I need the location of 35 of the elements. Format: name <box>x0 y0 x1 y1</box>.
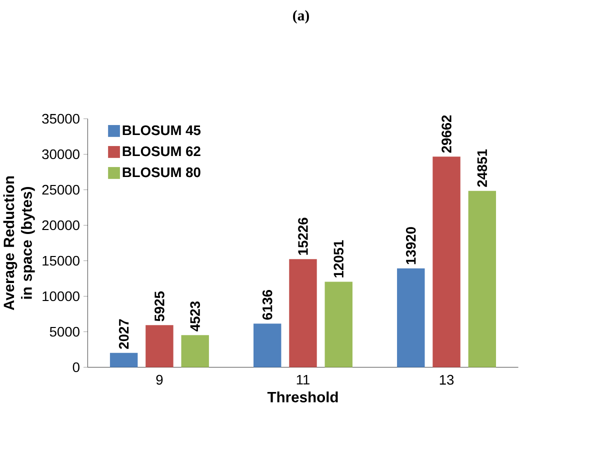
x-tick-label: 11 <box>296 374 310 384</box>
bar <box>110 352 138 368</box>
y-tick-label: 25000 <box>42 184 80 194</box>
y-axis-title: Average Reduction in space (bytes) <box>3 176 35 310</box>
legend-label: BLOSUM 80 <box>122 167 200 177</box>
legend-label: BLOSUM 62 <box>122 146 200 156</box>
x-tick-label: 13 <box>440 374 454 385</box>
data-label: 29662 <box>442 115 452 153</box>
y-tick-label: 30000 <box>42 149 80 159</box>
bar <box>289 258 317 368</box>
y-tick-label: 35000 <box>42 114 80 124</box>
data-label: 12051 <box>334 240 344 278</box>
data-label: 24851 <box>477 149 488 187</box>
data-label: 2027 <box>118 319 129 349</box>
bar <box>146 324 174 368</box>
bar <box>468 190 496 368</box>
data-label: 6136 <box>262 290 272 320</box>
bar <box>324 281 352 368</box>
y-tick-label: 20000 <box>42 220 80 230</box>
data-label: 4523 <box>190 301 200 332</box>
y-tick-label: 5000 <box>50 326 80 336</box>
legend-label: BLOSUM 45 <box>122 125 201 135</box>
y-tick-label: 10000 <box>42 291 80 301</box>
y-tick-label: 0 <box>72 362 80 372</box>
data-label: 13920 <box>406 226 416 264</box>
chart-title: (a) <box>293 10 309 24</box>
bar <box>253 323 282 368</box>
bar <box>432 156 460 368</box>
x-axis-title: Threshold <box>267 391 338 402</box>
bar <box>397 268 425 368</box>
bar <box>181 334 209 368</box>
data-label: 15226 <box>298 218 308 255</box>
y-tick-label: 15000 <box>42 256 80 266</box>
x-tick-label: 9 <box>156 374 163 385</box>
data-label: 5925 <box>154 291 164 322</box>
